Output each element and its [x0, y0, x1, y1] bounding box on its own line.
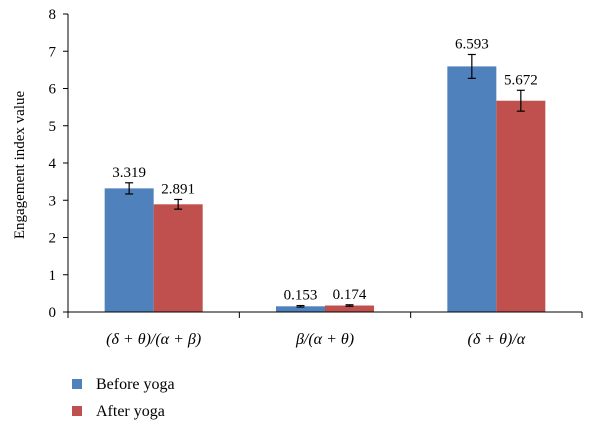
data-label: 5.672 [504, 72, 538, 88]
y-tick-label: 0 [49, 305, 57, 321]
legend-swatch [72, 406, 82, 416]
x-category-label: (δ + θ)/(α + β) [106, 331, 201, 348]
data-label: 0.174 [333, 287, 367, 303]
y-axis-title: Engagement index value [12, 91, 28, 240]
data-label: 2.891 [161, 181, 195, 197]
legend-swatch [72, 379, 82, 389]
y-tick-label: 1 [49, 268, 57, 284]
data-label: 6.593 [455, 36, 489, 52]
y-tick-label: 7 [49, 44, 57, 60]
bar-before-yoga [104, 188, 154, 312]
data-label: 0.153 [284, 288, 318, 304]
legend: Before yoga After yoga [72, 376, 175, 420]
bar-before-yoga [447, 66, 497, 312]
bar-after-yoga [325, 305, 374, 312]
y-tick-label: 8 [49, 7, 57, 23]
y-tick-label: 3 [49, 193, 57, 209]
legend-label: Before yoga [96, 376, 175, 393]
x-category-label: (δ + θ)/α [468, 331, 526, 348]
data-label: 3.319 [112, 165, 146, 181]
bar-after-yoga [496, 100, 546, 312]
y-tick-label: 5 [49, 119, 57, 135]
y-tick-label: 6 [49, 82, 57, 98]
y-tick-label: 2 [49, 231, 57, 247]
y-tick-label: 4 [49, 156, 57, 172]
x-category-label: β/(α + θ) [295, 331, 354, 348]
legend-label: After yoga [96, 403, 165, 420]
bar-after-yoga [153, 204, 203, 312]
bar-before-yoga [276, 306, 325, 312]
